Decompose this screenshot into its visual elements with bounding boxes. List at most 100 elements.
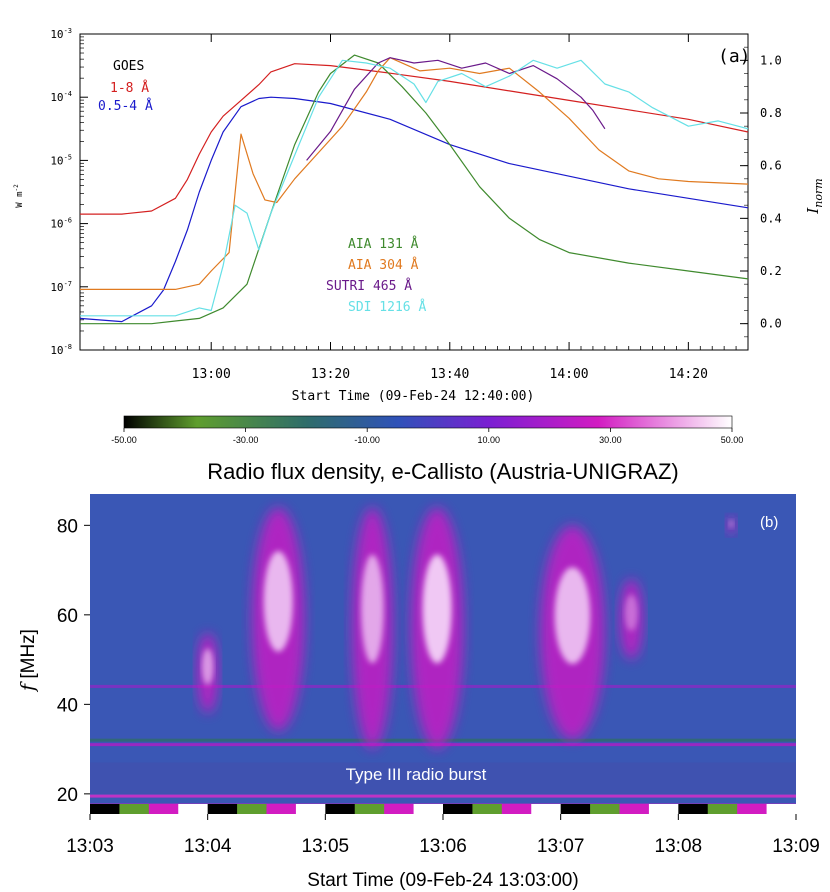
panel-a-x-tick-label: 13:40 — [430, 367, 469, 382]
colorbar-tick-label: -50.00 — [111, 435, 137, 445]
panel-a-x-tick-label: 14:20 — [669, 367, 708, 382]
series-line-1 — [80, 63, 749, 215]
bottom-strip-segment — [560, 804, 591, 814]
panel-a-y-right-tick-label: 0.6 — [760, 159, 782, 173]
bottom-strip-segment — [737, 804, 768, 814]
panel-a-x-tick-label: 14:00 — [550, 367, 589, 382]
burst-3 — [351, 507, 393, 750]
panel-b-x-tick-label: 13:03 — [66, 836, 114, 857]
burst-2 — [251, 507, 305, 732]
panel-b-x-tick-label: 13:06 — [419, 836, 467, 857]
panel-b-x-tick-label: 13:05 — [302, 836, 350, 857]
panel-a-y-right-tick-label: 0.2 — [760, 264, 782, 278]
bottom-strip-segment — [531, 804, 562, 814]
burst-6 — [619, 579, 644, 660]
panel-a-y-right-tick-label: 0.4 — [760, 211, 782, 225]
panel-b-x-tick-label: 13:04 — [184, 836, 232, 857]
spectrogram-low-band — [90, 762, 796, 794]
panel-b-y-axis-label: f [MHz] — [17, 629, 39, 693]
burst-core — [263, 551, 293, 652]
panel-a-x-tick-label: 13:20 — [311, 367, 350, 382]
colorbar-tick-label: -10.00 — [354, 435, 380, 445]
bottom-strip-segment — [619, 804, 650, 814]
colorbar-tick-label: -30.00 — [233, 435, 259, 445]
bottom-strip-segment — [648, 804, 679, 814]
spectrogram-band — [90, 794, 796, 798]
panel-a-goes-lightcurves: 13:00 13:20 13:40 14:00 14:20 10-3 10-4 10-5 10-… — [13, 27, 825, 404]
panel-a-y-left-tick-label: 10-3 — [50, 27, 72, 41]
legend-goes-0.5-4: 0.5-4 Å — [98, 98, 153, 114]
colorbar-gradient — [123, 415, 733, 429]
panel-a-x-axis-label: Start Time (09-Feb-24 12:40:00) — [292, 389, 535, 404]
panel-a-y-right-label: Inorm — [804, 178, 825, 214]
panel-a-y-left-tick-label: 10-8 — [50, 343, 72, 357]
bottom-strip-segment — [413, 804, 444, 814]
bottom-strip-segment — [501, 804, 532, 814]
panel-b-x-tick-label: 13:07 — [537, 836, 585, 857]
colorbar: -50.00 -30.00 -10.00 10.00 30.00 50.00 — [111, 415, 744, 445]
panel-a-y-right-tick-label: 0.0 — [760, 317, 782, 331]
bottom-strip-segment — [707, 804, 738, 814]
bottom-strip-segment — [472, 804, 503, 814]
panel-b-x-axis-label: Start Time (09-Feb-24 13:03:00) — [307, 870, 578, 891]
burst-core — [728, 519, 734, 528]
series-line-3 — [80, 54, 749, 325]
burst-1 — [197, 632, 219, 714]
bottom-strip-segment — [354, 804, 385, 814]
colorbar-tick-label: 30.00 — [599, 435, 622, 445]
panel-b-radio-spectrogram: Radio flux density, e-Callisto (Austria-… — [17, 459, 820, 891]
bottom-strip-segment — [237, 804, 267, 814]
panel-a-y-left-tick-label: 10-4 — [50, 90, 72, 104]
series-line-2 — [79, 96, 749, 323]
bottom-strip-segment — [384, 804, 415, 814]
panel-b-x-tick-label: 13:09 — [772, 836, 820, 857]
bottom-strip-segment — [325, 804, 356, 814]
legend-goes-title: GOES — [113, 59, 144, 74]
burst-core — [624, 594, 638, 631]
bottom-strip-segment — [443, 804, 473, 814]
panel-b-y-tick-label: 40 — [57, 695, 78, 716]
bottom-strip-segment — [178, 804, 209, 814]
panel-a-y-right-tick-label: 0.8 — [760, 106, 782, 120]
bottom-strip-segment — [766, 804, 796, 814]
panel-b-title: Radio flux density, e-Callisto (Austria-… — [207, 459, 679, 484]
series-line-4 — [80, 57, 749, 290]
bottom-strip-segment — [90, 804, 120, 814]
bottom-strip-segment — [590, 804, 620, 814]
legend-goes-1-8: 1-8 Å — [110, 80, 149, 96]
legend-sutri-465: SUTRI 465 Å — [326, 278, 412, 294]
panel-a-label: (a) — [718, 46, 751, 67]
panel-b-y-tick-label: 60 — [57, 606, 78, 627]
burst-4 — [410, 507, 464, 750]
bottom-strip-segment — [119, 804, 150, 814]
legend-sdi-1216: SDI 1216 Å — [348, 299, 426, 315]
panel-b-x-tick-label: 13:08 — [655, 836, 703, 857]
panel-b-y-tick-label: 20 — [57, 785, 78, 806]
legend-aia-304: AIA 304 Å — [348, 257, 419, 273]
panel-a-y-left-tick-label: 10-5 — [50, 153, 72, 167]
bottom-strip-segment — [295, 804, 326, 814]
type-iii-annotation: Type III radio burst — [346, 765, 487, 784]
burst-core — [201, 648, 214, 685]
bottom-strip-segment — [148, 804, 179, 814]
colorbar-tick-label: 50.00 — [721, 435, 744, 445]
panel-a-x-tick-label: 13:00 — [192, 367, 231, 382]
bottom-strip-segment — [678, 804, 709, 814]
burst-core — [554, 567, 591, 664]
panel-a-y-left-tick-label: 10-6 — [50, 217, 72, 231]
colorbar-tick-label: 10.00 — [478, 435, 501, 445]
bottom-strip-segment — [266, 804, 297, 814]
burst-core — [361, 554, 384, 664]
panel-b-label: (b) — [760, 514, 778, 531]
series-line-6 — [80, 59, 749, 317]
burst-7 — [726, 516, 736, 535]
legend-aia-131: AIA 131 Å — [348, 236, 419, 252]
panel-a-y-right-tick-label: 1.0 — [760, 53, 782, 67]
bottom-strip-segment — [207, 804, 238, 814]
burst-core — [422, 554, 452, 664]
burst-5 — [540, 525, 605, 741]
panel-a-y-left-label: W m-2 — [13, 184, 25, 208]
panel-a-y-left-tick-label: 10-7 — [50, 280, 72, 294]
series-line-5 — [306, 57, 606, 161]
